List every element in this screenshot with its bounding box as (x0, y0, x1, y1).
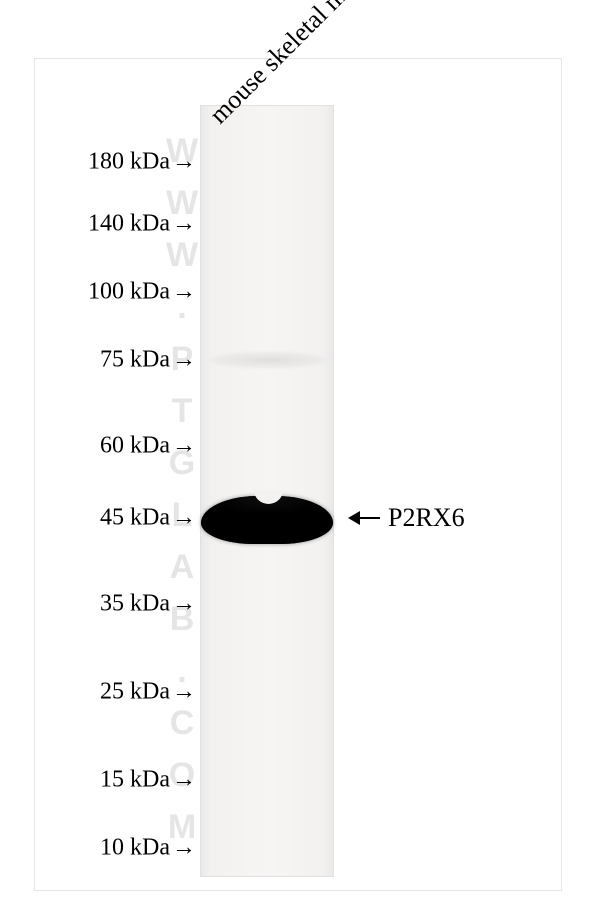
ladder-mark: 140 kDa→ (88, 211, 196, 238)
ladder-kda-text: 180 kDa (88, 149, 170, 175)
ladder-mark: 15 kDa→ (100, 767, 196, 794)
ladder-mark: 100 kDa→ (88, 279, 196, 306)
ladder-mark: 25 kDa→ (100, 679, 196, 706)
ladder-kda-text: 100 kDa (88, 279, 170, 305)
ladder-kda-text: 45 kDa (100, 505, 170, 531)
target-arrow (358, 517, 380, 519)
ladder-mark: 45 kDa→ (100, 505, 196, 532)
ladder-kda-text: 10 kDa (100, 835, 170, 861)
ladder-arrow-icon: → (172, 679, 196, 706)
ladder-kda-text: 35 kDa (100, 591, 170, 617)
ladder-arrow-icon: → (172, 279, 196, 306)
ladder-arrow-icon: → (172, 505, 196, 532)
ladder-arrow-icon: → (172, 149, 196, 176)
ladder-kda-text: 25 kDa (100, 679, 170, 705)
ladder-mark: 60 kDa→ (100, 433, 196, 460)
ladder-mark: 35 kDa→ (100, 591, 196, 618)
ladder-arrow-icon: → (172, 591, 196, 618)
ladder-kda-text: 140 kDa (88, 211, 170, 237)
ladder-mark: 180 kDa→ (88, 149, 196, 176)
ladder-kda-text: 75 kDa (100, 347, 170, 373)
main-band-45kda (201, 496, 333, 544)
ladder-arrow-icon: → (172, 211, 196, 238)
ladder-kda-text: 15 kDa (100, 767, 170, 793)
blot-figure: WWW.PTGLAB.COM mouse skeletal muscle 180… (0, 0, 600, 903)
ladder-kda-text: 60 kDa (100, 433, 170, 459)
ladder-arrow-icon: → (172, 767, 196, 794)
ladder-arrow-icon: → (172, 433, 196, 460)
ladder-arrow-icon: → (172, 347, 196, 374)
faint-band-75kda (208, 351, 328, 369)
ladder-mark: 75 kDa→ (100, 347, 196, 374)
target-label: P2RX6 (388, 503, 465, 533)
ladder-arrow-icon: → (172, 835, 196, 862)
ladder-mark: 10 kDa→ (100, 835, 196, 862)
